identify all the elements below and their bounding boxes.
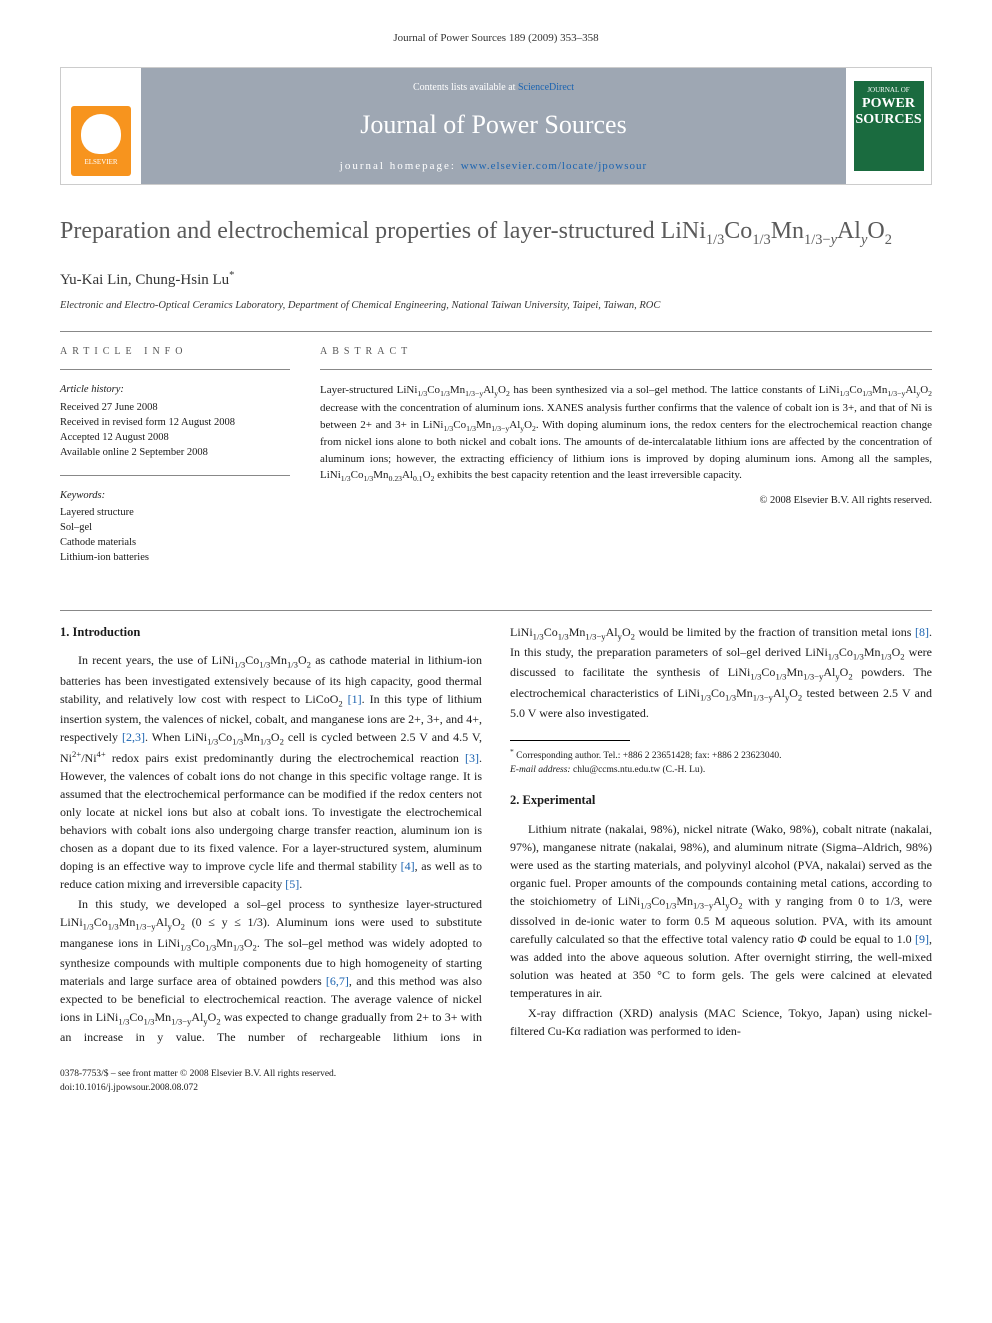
cover-top: JOURNAL OF [856, 85, 922, 96]
history-1: Received in revised form 12 August 2008 [60, 415, 290, 430]
homepage-line: journal homepage: www.elsevier.com/locat… [151, 158, 836, 175]
exp-para-1: Lithium nitrate (nakalai, 98%), nickel n… [510, 820, 932, 1002]
abstract-text: Layer-structured LiNi1/3Co1/3Mn1/3−yAlyO… [320, 382, 932, 485]
cover-main1: POWER [856, 97, 922, 111]
article-info-heading: ARTICLE INFO [60, 344, 290, 359]
email-address: E-mail address: chlu@ccms.ntu.edu.tw (C.… [510, 764, 932, 777]
body-columns: 1. Introduction In recent years, the use… [60, 623, 932, 1047]
history-0: Received 27 June 2008 [60, 400, 290, 415]
cover-main2: SOURCES [856, 113, 922, 127]
info-divider-2 [60, 475, 290, 476]
journal-cover-thumb: JOURNAL OF POWER SOURCES [854, 81, 924, 171]
abstract: ABSTRACT Layer-structured LiNi1/3Co1/3Mn… [320, 344, 932, 579]
corresponding-author: * Corresponding author. Tel.: +886 2 236… [510, 747, 932, 763]
article-info: ARTICLE INFO Article history: Received 2… [60, 344, 290, 579]
abstract-heading: ABSTRACT [320, 344, 932, 359]
keyword-3: Lithium-ion batteries [60, 550, 290, 565]
contents-line: Contents lists available at ScienceDirec… [151, 80, 836, 95]
authors: Yu-Kai Lin, Chung-Hsin Lu* [60, 268, 932, 292]
divider-bottom [60, 610, 932, 611]
footer-line-2: doi:10.1016/j.jpowsour.2008.08.072 [60, 1082, 932, 1095]
footnote-separator [510, 740, 630, 741]
elsevier-label: ELSEVIER [84, 157, 117, 168]
running-header: Journal of Power Sources 189 (2009) 353–… [60, 30, 932, 47]
homepage-link[interactable]: www.elsevier.com/locate/jpowsour [461, 160, 647, 172]
elsevier-tree-icon [81, 114, 121, 154]
info-divider-1 [60, 369, 290, 370]
keyword-1: Sol–gel [60, 520, 290, 535]
abstract-divider [320, 369, 932, 370]
history-2: Accepted 12 August 2008 [60, 430, 290, 445]
exp-para-2: X-ray diffraction (XRD) analysis (MAC Sc… [510, 1004, 932, 1040]
keywords-label: Keywords: [60, 488, 290, 503]
divider-top [60, 331, 932, 332]
sciencedirect-link[interactable]: ScienceDirect [518, 82, 574, 93]
intro-para-1: In recent years, the use of LiNi1/3Co1/3… [60, 651, 482, 893]
article-history-block: Article history: Received 27 June 2008 R… [60, 382, 290, 460]
footer-line-1: 0378-7753/$ – see front matter © 2008 El… [60, 1068, 932, 1081]
keyword-2: Cathode materials [60, 535, 290, 550]
banner-left: ELSEVIER [61, 68, 141, 185]
contents-prefix: Contents lists available at [413, 82, 518, 93]
experimental-heading: 2. Experimental [510, 791, 932, 810]
banner-center: Contents lists available at ScienceDirec… [141, 68, 846, 185]
journal-name: Journal of Power Sources [151, 105, 836, 144]
history-label: Article history: [60, 382, 290, 397]
keyword-0: Layered structure [60, 505, 290, 520]
affiliation: Electronic and Electro-Optical Ceramics … [60, 298, 932, 314]
homepage-prefix: journal homepage: [340, 160, 461, 172]
intro-heading: 1. Introduction [60, 623, 482, 642]
article-title: Preparation and electrochemical properti… [60, 215, 932, 250]
banner-right: JOURNAL OF POWER SOURCES [846, 68, 931, 185]
footnotes: * Corresponding author. Tel.: +886 2 236… [510, 747, 932, 777]
abstract-copyright: © 2008 Elsevier B.V. All rights reserved… [320, 493, 932, 509]
elsevier-logo: ELSEVIER [71, 106, 131, 176]
history-3: Available online 2 September 2008 [60, 445, 290, 460]
journal-banner: ELSEVIER Contents lists available at Sci… [60, 67, 932, 186]
keywords-block: Keywords: Layered structure Sol–gel Cath… [60, 488, 290, 566]
footer: 0378-7753/$ – see front matter © 2008 El… [60, 1068, 932, 1095]
info-abstract-row: ARTICLE INFO Article history: Received 2… [60, 344, 932, 579]
